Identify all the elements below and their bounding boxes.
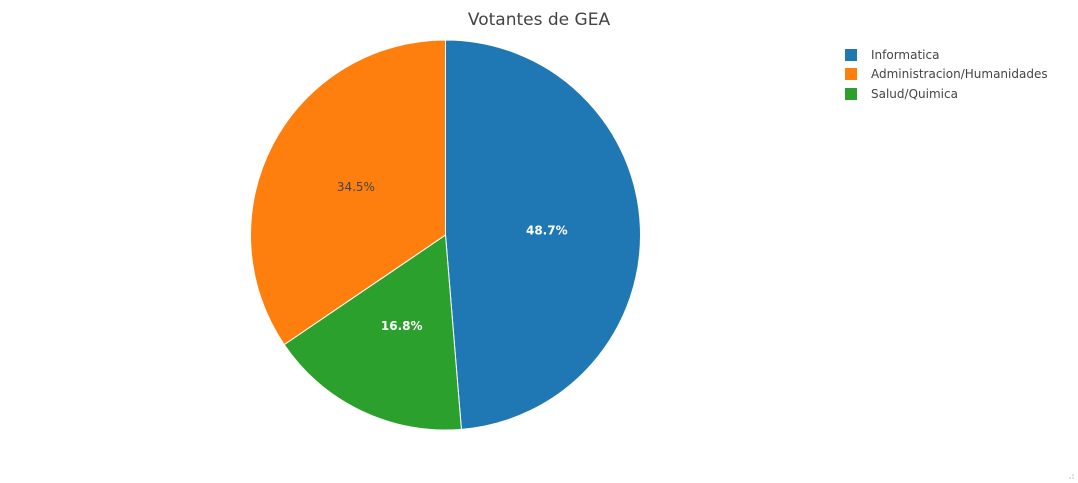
slice-data-label: 16.8% <box>381 319 423 333</box>
legend-item-informatica[interactable]: Informatica <box>845 45 1048 65</box>
resize-grip-icon[interactable] <box>1066 471 1074 479</box>
legend-item-administracion-humanidades[interactable]: Administracion/Humanidades <box>845 65 1048 85</box>
legend-label: Salud/Quimica <box>871 86 958 101</box>
slice-data-label: 34.5% <box>337 180 375 194</box>
legend-swatch <box>845 48 857 61</box>
legend-label: Informatica <box>871 47 940 62</box>
legend-swatch <box>845 87 857 100</box>
legend: Informatica Administracion/Humanidades S… <box>845 45 1048 104</box>
chart-title: Votantes de GEA <box>467 10 611 30</box>
legend-label: Administracion/Humanidades <box>871 67 1048 82</box>
pie-slice-salud-quimica[interactable] <box>283 234 462 431</box>
legend-swatch <box>845 68 857 81</box>
pie-slice-administracion-humanidades[interactable] <box>250 39 446 346</box>
slice-data-label: 48.7% <box>526 223 568 237</box>
pie-slice-informatica[interactable] <box>445 39 641 430</box>
legend-item-salud-quimica[interactable]: Salud/Quimica <box>845 84 1048 104</box>
